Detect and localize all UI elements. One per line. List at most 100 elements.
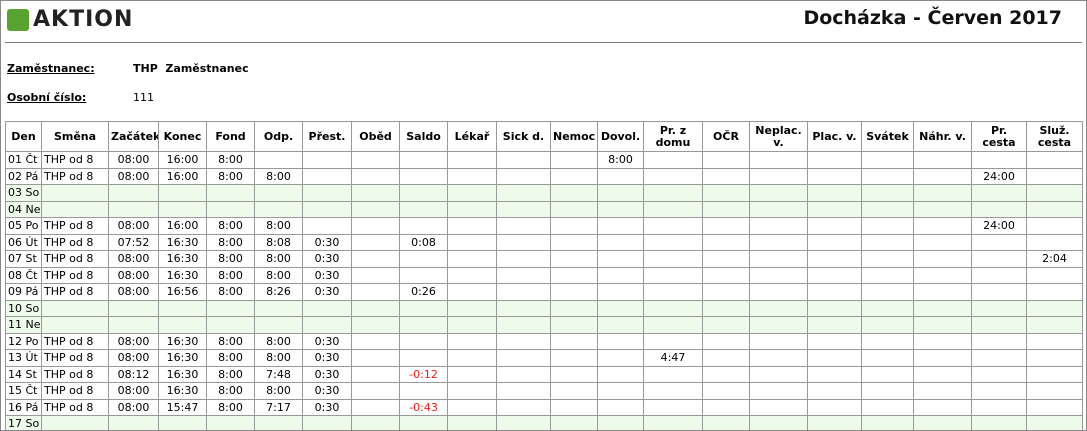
table-cell: 03 So	[5, 184, 42, 202]
column-header: Služ. cesta	[1026, 121, 1083, 152]
table-cell	[447, 382, 497, 400]
table-cell	[971, 316, 1027, 334]
table-cell	[913, 398, 972, 416]
table-cell	[496, 415, 551, 430]
table-cell	[351, 299, 400, 317]
table-cell	[643, 151, 703, 169]
table-cell: 06 Út	[5, 233, 42, 251]
logo-text: AKTION	[33, 7, 134, 32]
table-cell	[643, 283, 703, 301]
table-row: 03 So	[5, 184, 1083, 202]
table-row: 04 Ne	[5, 200, 1083, 218]
table-cell	[702, 151, 750, 169]
table-cell: THP od 8	[41, 250, 109, 268]
table-cell	[1026, 167, 1083, 185]
table-cell: 08:00	[108, 217, 159, 235]
table-cell	[496, 382, 551, 400]
table-row: 02 Pá THP od 8 08:00 16:00 8:00 8:00 24:00	[5, 167, 1083, 185]
table-cell: 24:00	[971, 167, 1027, 185]
table-cell	[447, 299, 497, 317]
table-cell	[302, 415, 352, 430]
table-cell	[597, 217, 644, 235]
column-header: Konec	[158, 121, 207, 152]
table-cell	[550, 316, 598, 334]
table-cell	[447, 415, 497, 430]
table-cell	[807, 250, 862, 268]
employee-label: Zaměstnanec:	[7, 62, 95, 75]
table-cell	[971, 349, 1027, 367]
table-cell	[749, 349, 808, 367]
table-cell: 8:00	[206, 283, 255, 301]
table-cell	[749, 316, 808, 334]
table-cell	[643, 299, 703, 317]
table-cell: -0:12	[399, 365, 448, 383]
table-cell	[351, 398, 400, 416]
table-cell	[550, 184, 598, 202]
table-cell	[597, 233, 644, 251]
table-cell: 08:00	[108, 266, 159, 284]
table-cell	[702, 200, 750, 218]
table-cell	[1026, 415, 1083, 430]
table-cell	[971, 398, 1027, 416]
table-cell	[550, 299, 598, 317]
table-cell	[971, 415, 1027, 430]
table-cell	[807, 332, 862, 350]
table-cell: 16:30	[158, 365, 207, 383]
table-cell	[550, 365, 598, 383]
table-cell	[399, 382, 448, 400]
table-cell	[158, 415, 207, 430]
table-cell	[749, 415, 808, 430]
table-cell	[496, 200, 551, 218]
table-cell	[108, 184, 159, 202]
table-cell	[597, 200, 644, 218]
table-cell	[399, 200, 448, 218]
table-cell	[643, 167, 703, 185]
table-cell: 0:26	[399, 283, 448, 301]
table-cell	[807, 382, 862, 400]
table-cell	[861, 283, 914, 301]
table-cell	[597, 382, 644, 400]
table-cell: 8:00	[254, 382, 303, 400]
table-cell: THP od 8	[41, 349, 109, 367]
table-cell	[1026, 299, 1083, 317]
table-cell: 08:00	[108, 332, 159, 350]
table-cell	[861, 299, 914, 317]
table-cell	[447, 217, 497, 235]
table-cell	[807, 217, 862, 235]
table-cell	[749, 167, 808, 185]
table-cell: 08:00	[108, 250, 159, 268]
table-cell	[158, 200, 207, 218]
table-row: 06 Út THP od 8 07:52 16:30 8:00 8:08 0:30 0:08	[5, 233, 1083, 251]
table-cell	[597, 349, 644, 367]
column-header: Plac. v.	[807, 121, 862, 152]
table-cell	[550, 415, 598, 430]
table-cell: THP od 8	[41, 151, 109, 169]
table-cell	[702, 233, 750, 251]
table-cell: 0:30	[302, 283, 352, 301]
table-cell	[447, 283, 497, 301]
table-cell	[351, 167, 400, 185]
table-cell: 08:00	[108, 398, 159, 416]
column-header: Den	[5, 121, 42, 152]
table-cell	[597, 184, 644, 202]
column-header: Začátek	[108, 121, 159, 152]
table-cell	[643, 200, 703, 218]
table-cell	[971, 365, 1027, 383]
table-cell	[861, 233, 914, 251]
table-cell	[971, 200, 1027, 218]
column-header: Fond	[206, 121, 255, 152]
table-cell: 15 Čt	[5, 382, 42, 400]
table-cell	[861, 200, 914, 218]
table-cell	[749, 266, 808, 284]
table-cell	[1026, 184, 1083, 202]
table-cell	[913, 299, 972, 317]
table-cell	[108, 299, 159, 317]
table-cell	[807, 151, 862, 169]
table-cell	[447, 167, 497, 185]
table-cell	[702, 382, 750, 400]
table-cell: 08:00	[108, 167, 159, 185]
column-header: Lékař	[447, 121, 497, 152]
table-cell	[702, 398, 750, 416]
table-row: 08 Čt THP od 8 08:00 16:30 8:00 8:00 0:30	[5, 266, 1083, 284]
table-cell	[351, 382, 400, 400]
